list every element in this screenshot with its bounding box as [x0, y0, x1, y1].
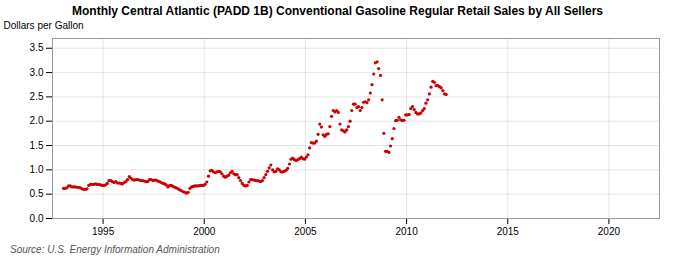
svg-text:1995: 1995 [92, 226, 115, 237]
svg-text:2020: 2020 [598, 226, 621, 237]
svg-text:0.5: 0.5 [30, 188, 44, 199]
html-text:Monthly Central Atlantic (PADD: Monthly Central Atlantic (PADD 1B) Conve… [72, 4, 603, 18]
svg-text:2010: 2010 [395, 226, 418, 237]
svg-text:1.5: 1.5 [30, 140, 44, 151]
svg-text:2.0: 2.0 [30, 115, 44, 126]
svg-text:2005: 2005 [294, 226, 317, 237]
svg-text:0.0: 0.0 [30, 213, 44, 224]
html-text:Source: U.S. Energy Informatio: Source: U.S. Energy Information Administ… [10, 244, 220, 255]
svg-text:2015: 2015 [497, 226, 520, 237]
svg-text:Dollars per Gallon: Dollars per Gallon [4, 20, 84, 31]
svg-text:3.5: 3.5 [30, 42, 44, 53]
svg-text:3.0: 3.0 [30, 67, 44, 78]
svg-text:2.5: 2.5 [30, 91, 44, 102]
svg-text:1.0: 1.0 [30, 164, 44, 175]
svg-text:2000: 2000 [193, 226, 216, 237]
